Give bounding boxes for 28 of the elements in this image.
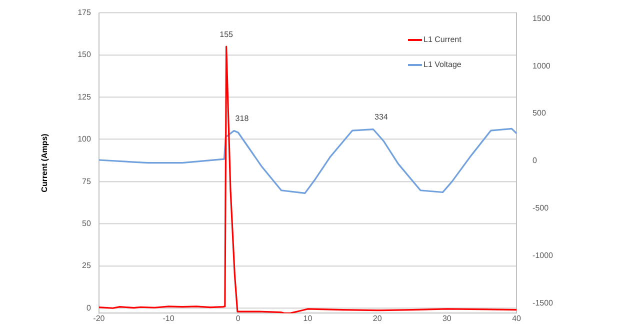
x-tick-label: -10 — [162, 314, 175, 324]
y-axis-title: Current (Amps) — [40, 133, 50, 192]
y2-tick-label: -500 — [532, 204, 550, 213]
y2-tick-label: -1500 — [532, 298, 554, 308]
y-tick-label: 175 — [78, 8, 92, 18]
x-tick-label: 40 — [512, 314, 522, 324]
x-tick-label: 0 — [236, 314, 241, 324]
y2-tick-label: 500 — [532, 108, 546, 118]
legend-label: L1 Voltage — [424, 60, 462, 70]
y2-tick-label: 1000 — [532, 61, 551, 70]
y2-tick-label: 1500 — [532, 14, 551, 23]
x-tick-label: 20 — [372, 314, 382, 324]
y-tick-label: 25 — [82, 261, 92, 270]
data-label: 318 — [235, 114, 250, 123]
y-tick-label: 0 — [86, 303, 92, 312]
legend-label: L1 Current — [424, 35, 462, 44]
y-tick-label: 125 — [78, 92, 92, 102]
y2-tick-label: -1000 — [532, 251, 554, 260]
x-tick-label: 30 — [442, 314, 452, 324]
y2-tick-label: 0 — [532, 156, 538, 166]
data-label: 334 — [374, 112, 388, 122]
y-tick-label: 75 — [82, 176, 92, 186]
y-tick-label: 100 — [78, 134, 92, 144]
data-label: 155 — [220, 30, 234, 39]
x-tick-label: 10 — [303, 314, 313, 324]
y-tick-label: 150 — [78, 50, 92, 60]
y-tick-label: 50 — [82, 218, 92, 228]
x-tick-label: -20 — [93, 314, 106, 324]
